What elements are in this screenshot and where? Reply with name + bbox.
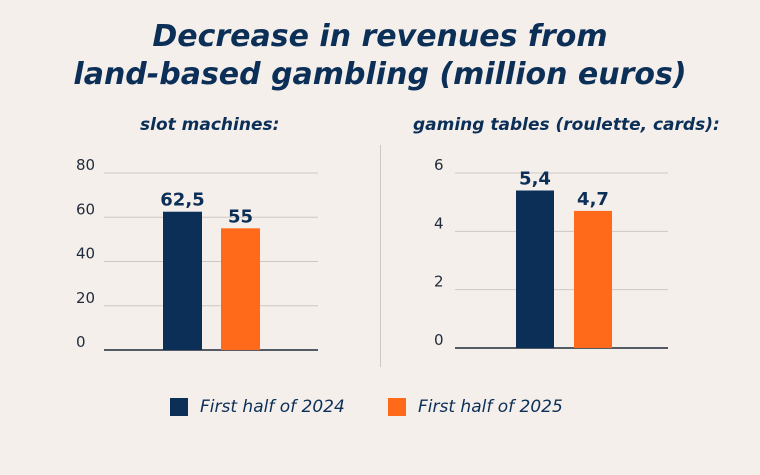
- tables-value-label-2: 4,7: [577, 189, 609, 210]
- gaming-tables-subtitle: gaming tables (roulette, cards):: [413, 115, 720, 135]
- slot-value-label-1: 62,5: [160, 190, 204, 211]
- title-line-2: land-based gambling (million euros): [73, 57, 687, 92]
- slot-ytick-label: 60: [76, 200, 95, 218]
- legend-item-2024: First half of 2024: [170, 397, 345, 417]
- slot-ytick-label: 80: [76, 156, 95, 174]
- tables-ytick-label: 6: [434, 156, 444, 174]
- slot-ytick-label: 40: [76, 245, 95, 263]
- slot-bar-2: [221, 228, 260, 350]
- tables-ytick-label: 2: [434, 273, 444, 291]
- gaming-tables-chart: 0 2 4 6 5,4 4,7: [434, 156, 668, 349]
- slot-ytick-label: 20: [76, 289, 95, 307]
- tables-ytick-label: 0: [434, 331, 444, 349]
- slot-machines-chart: 0 20 40 60 80 62,5 55: [76, 156, 318, 351]
- legend-label-2025: First half of 2025: [418, 397, 563, 417]
- panel-divider: [380, 145, 381, 367]
- tables-ytick-label: 4: [434, 214, 444, 232]
- tables-bar-1: [516, 190, 554, 348]
- slot-ytick-label: 0: [76, 333, 86, 351]
- legend-item-2025: First half of 2025: [388, 397, 563, 417]
- tables-value-label-1: 5,4: [519, 169, 551, 190]
- slot-bar-1: [163, 211, 202, 350]
- title-line-1: Decrease in revenues from: [152, 19, 608, 54]
- legend-swatch-2024: [170, 398, 188, 416]
- chart-title: Decrease in revenues from land-based gam…: [0, 18, 760, 94]
- legend-swatch-2025: [388, 398, 406, 416]
- tables-bar-2: [574, 210, 612, 348]
- slot-value-label-2: 55: [228, 206, 253, 227]
- slot-machines-subtitle: slot machines:: [140, 115, 280, 135]
- legend-label-2024: First half of 2024: [200, 397, 345, 417]
